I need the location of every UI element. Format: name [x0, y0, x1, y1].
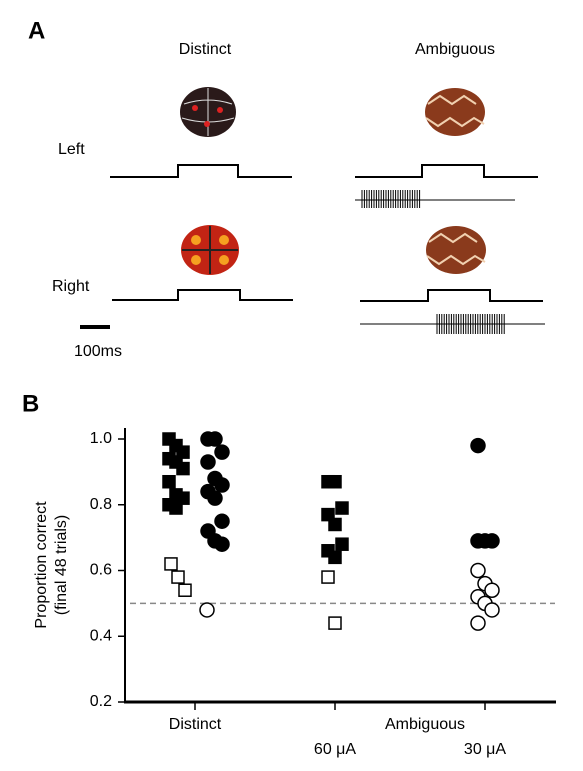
x-tick-label: 30 μA: [464, 741, 506, 758]
panel-b: B Proportion correct (final 48 trials) 0…: [22, 390, 556, 758]
egg: [425, 88, 485, 136]
y-axis-label: (final 48 trials): [53, 515, 70, 615]
stimulus-traces: [110, 164, 543, 302]
row-label: Left: [58, 141, 85, 158]
data-point: [335, 501, 349, 515]
y-tick-label: 0.6: [90, 562, 112, 579]
x-tick-label: Ambiguous: [385, 716, 465, 733]
data-point: [199, 602, 215, 618]
y-tick-label: 0.8: [90, 496, 112, 513]
column-header: Distinct: [179, 41, 232, 58]
y-axis-label: Proportion correct: [33, 501, 50, 629]
spike-train: [361, 190, 505, 334]
data-point: [470, 437, 486, 454]
egg: [181, 225, 239, 275]
data-point: [328, 474, 342, 489]
panel-a: A Distinct Ambiguous Left Right: [28, 17, 545, 360]
data-point: [207, 490, 223, 506]
data-point: [484, 533, 500, 549]
data-point: [164, 557, 178, 571]
data-point: [178, 583, 192, 597]
data-point: [214, 513, 230, 529]
data-point: [321, 570, 335, 584]
panel-label: A: [28, 17, 45, 44]
data-point: [214, 444, 230, 460]
data-point: [470, 562, 486, 579]
egg: [180, 87, 236, 137]
data-point: [169, 501, 183, 515]
data-point: [484, 582, 500, 598]
data-point: [470, 533, 486, 549]
data-point: [171, 570, 185, 584]
scale-bar-label: 100ms: [74, 343, 122, 360]
data-point: [176, 445, 190, 459]
data-point: [207, 431, 223, 447]
data-point: [176, 491, 190, 505]
data-point: [470, 615, 486, 631]
data-point: [328, 616, 342, 630]
y-tick-label: 1.0: [90, 430, 112, 447]
column-header: Ambiguous: [415, 41, 495, 58]
x-tick-label: Distinct: [169, 716, 222, 733]
data-point: [328, 517, 342, 532]
data-point: [214, 536, 230, 552]
data-point: [335, 537, 349, 551]
x-tick-label: 60 μA: [314, 741, 356, 758]
data-point: [484, 602, 500, 618]
data-point: [214, 477, 230, 493]
data-point: [200, 454, 216, 470]
y-tick-label: 0.2: [90, 693, 112, 710]
y-tick-label: 0.4: [90, 627, 112, 644]
panel-label: B: [22, 390, 39, 417]
data-point: [162, 474, 176, 489]
row-label: Right: [52, 278, 90, 295]
data-point: [176, 461, 190, 476]
data-point: [328, 550, 342, 565]
egg: [426, 226, 486, 274]
data-point: [321, 507, 335, 522]
